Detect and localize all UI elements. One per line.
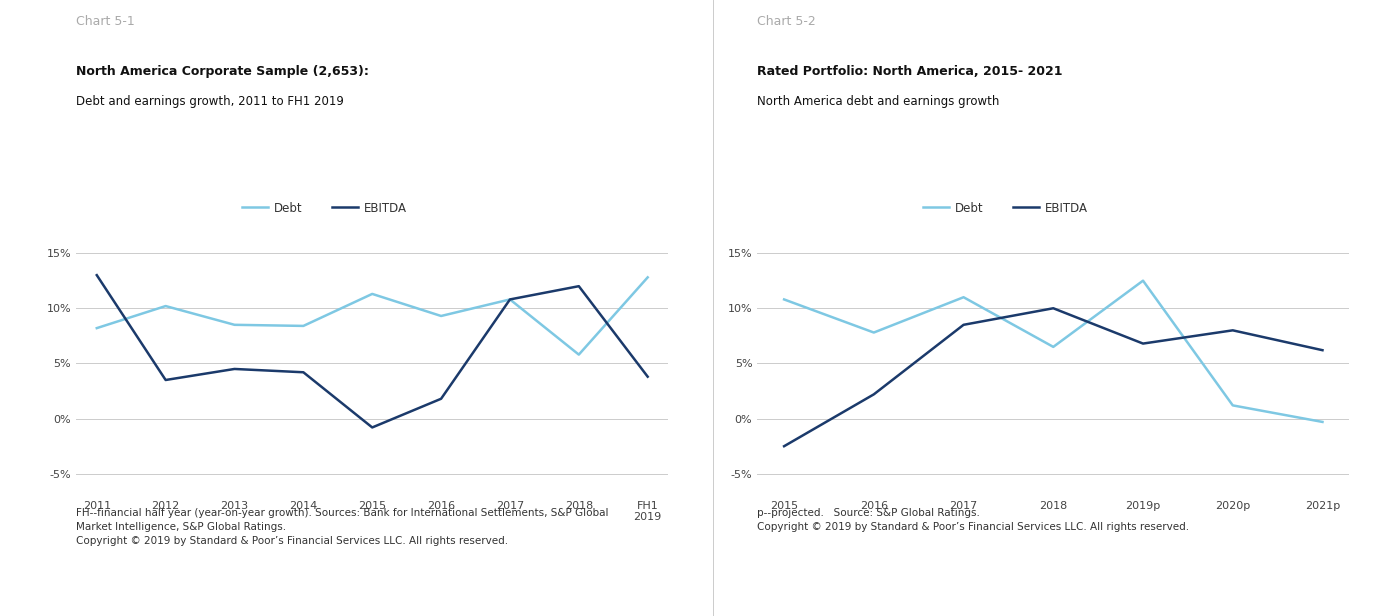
- Text: Debt and earnings growth, 2011 to FH1 2019: Debt and earnings growth, 2011 to FH1 20…: [76, 95, 345, 108]
- Legend: Debt, EBITDA: Debt, EBITDA: [923, 201, 1088, 214]
- Text: Chart 5-2: Chart 5-2: [757, 15, 817, 28]
- Text: North America Corporate Sample (2,653):: North America Corporate Sample (2,653):: [76, 65, 370, 78]
- Text: Chart 5-1: Chart 5-1: [76, 15, 134, 28]
- Text: North America debt and earnings growth: North America debt and earnings growth: [757, 95, 999, 108]
- Text: p--projected.   Source: S&P Global Ratings.
Copyright © 2019 by Standard & Poor’: p--projected. Source: S&P Global Ratings…: [757, 508, 1189, 532]
- Text: Rated Portfolio: North America, 2015- 2021: Rated Portfolio: North America, 2015- 20…: [757, 65, 1063, 78]
- Text: FH--financial half year (year-on-year growth). Sources: Bank for International S: FH--financial half year (year-on-year gr…: [76, 508, 609, 546]
- Legend: Debt, EBITDA: Debt, EBITDA: [242, 201, 407, 214]
